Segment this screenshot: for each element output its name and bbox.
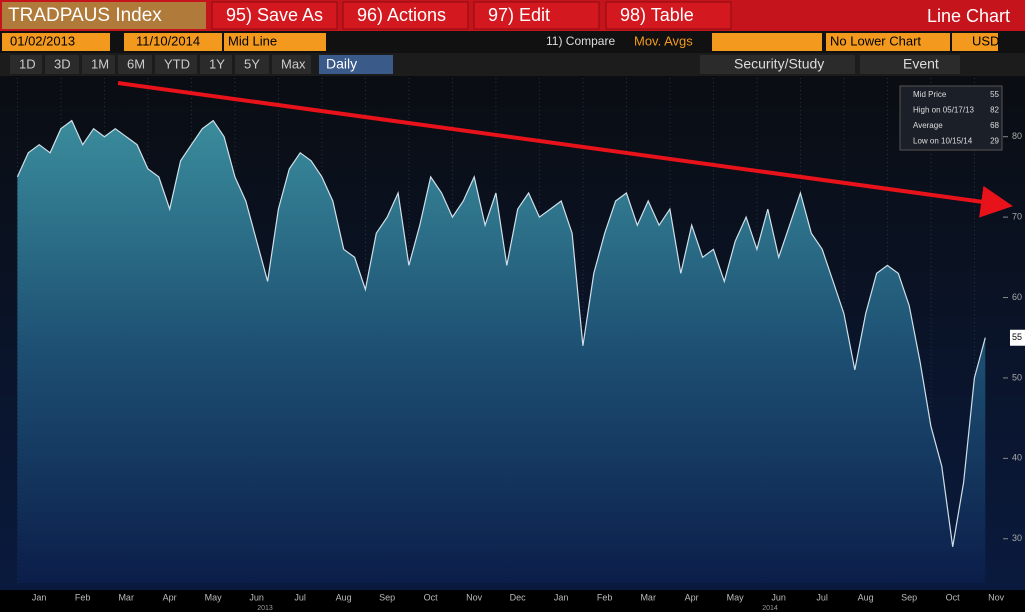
legend-label: High on 05/17/13 [913,106,974,115]
y-tick-label: 50 [1012,372,1022,382]
period-label: 1D [19,56,36,71]
legend [899,85,1003,151]
period-button[interactable] [200,55,232,74]
legend-value: 29 [990,137,999,146]
trend-arrow [117,81,1013,218]
tool-label: Event [903,56,939,72]
control-field[interactable] [224,33,326,51]
period-label: 1Y [209,56,225,71]
x-tick-label: Aug [336,592,352,602]
frequency-button[interactable] [319,55,393,74]
x-tick-label: Sep [379,592,395,602]
toolbar-button[interactable] [605,1,732,30]
y-tick-label: 60 [1012,292,1022,302]
price-line [16,119,986,547]
legend-label: Low on 10/15/14 [913,137,973,146]
x-tick-label: Jan [32,592,47,602]
last-value-box [1010,329,1025,346]
tool-button[interactable] [700,55,855,74]
toolbar-button[interactable] [473,1,600,30]
control-field[interactable] [826,33,950,51]
control-field-text: No Lower Chart [830,33,921,48]
compare: 11) Compare [546,34,615,48]
x-tick-label: May [205,592,223,602]
y-tick-label: 80 [1012,131,1022,141]
mov-avgs[interactable]: Mov. Avgs [634,33,693,48]
x-tick-label: Jun [771,592,786,602]
y-tick-label: 70 [1012,211,1022,221]
x-tick-label: Mar [118,592,134,602]
x-tick-label: Sep [901,592,917,602]
year-label: 2013 [257,605,273,612]
toolbar-button[interactable] [342,1,469,30]
x-tick-label: Apr [685,592,699,602]
control-field-text: USD [972,33,999,48]
x-tick-label: Oct [946,592,961,602]
legend-label: Mid Price [913,90,947,99]
toolbar-button-label: 97) Edit [488,5,550,25]
toolbar-button-label: 95) Save As [226,5,323,25]
x-tick-label: Feb [75,592,91,602]
period-label: 6M [127,56,145,71]
period-label: 3D [54,56,71,71]
toolbar-button-label: 96) Actions [357,5,446,25]
period-label: 5Y [244,56,260,71]
last-value: 55 [1012,332,1022,342]
x-tick-label: Jun [249,592,264,602]
period-label: YTD [164,56,190,71]
area [17,120,986,583]
period-label: 1M [91,56,109,71]
frequency: Daily [326,56,357,72]
ticker: TRADPAUS Index [8,5,162,26]
period-label: Max [281,56,306,71]
period-button[interactable] [235,55,269,74]
x-tick-label: Jul [816,592,828,602]
toolbar-button-label: 98) Table [620,5,694,25]
x-tick-label: Nov [466,592,483,602]
control-field-text: 11/10/2014 [136,33,200,48]
period-button[interactable] [45,55,79,74]
period-button[interactable] [10,55,42,74]
tool-button[interactable] [860,55,960,74]
x-tick-label: Aug [858,592,874,602]
control-field[interactable] [2,33,110,51]
x-tick-label: Feb [597,592,613,602]
x-tick-label: Nov [988,592,1005,602]
x-tick-label: Apr [163,592,177,602]
control-field-text: Mid Line [228,33,277,48]
year-label: 2014 [762,605,778,612]
x-tick-label: Oct [424,592,439,602]
y-tick-label: 30 [1012,533,1022,543]
period-button[interactable] [272,55,311,74]
y-tick-label: 40 [1012,453,1022,463]
control-field[interactable] [952,33,998,51]
control-field[interactable] [712,33,822,51]
legend-value: 68 [990,121,999,130]
period-button[interactable] [118,55,152,74]
x-tick-label: Jul [294,592,306,602]
control-field-text: 01/02/2013 [10,33,75,48]
legend-label: Average [913,121,943,130]
x-tick-label: Dec [510,592,527,602]
x-tick-label: Mar [640,592,656,602]
x-tick-label: May [727,592,745,602]
legend-value: 82 [990,106,999,115]
control-field[interactable] [124,33,222,51]
legend-value: 55 [990,90,999,99]
chart-type: Line Chart [927,6,1010,26]
period-button[interactable] [155,55,197,74]
ticker-box[interactable] [2,2,206,29]
x-tick-label: Jan [554,592,569,602]
toolbar-button[interactable] [211,1,338,30]
tool-label: Security/Study [734,56,824,72]
period-button[interactable] [82,55,115,74]
